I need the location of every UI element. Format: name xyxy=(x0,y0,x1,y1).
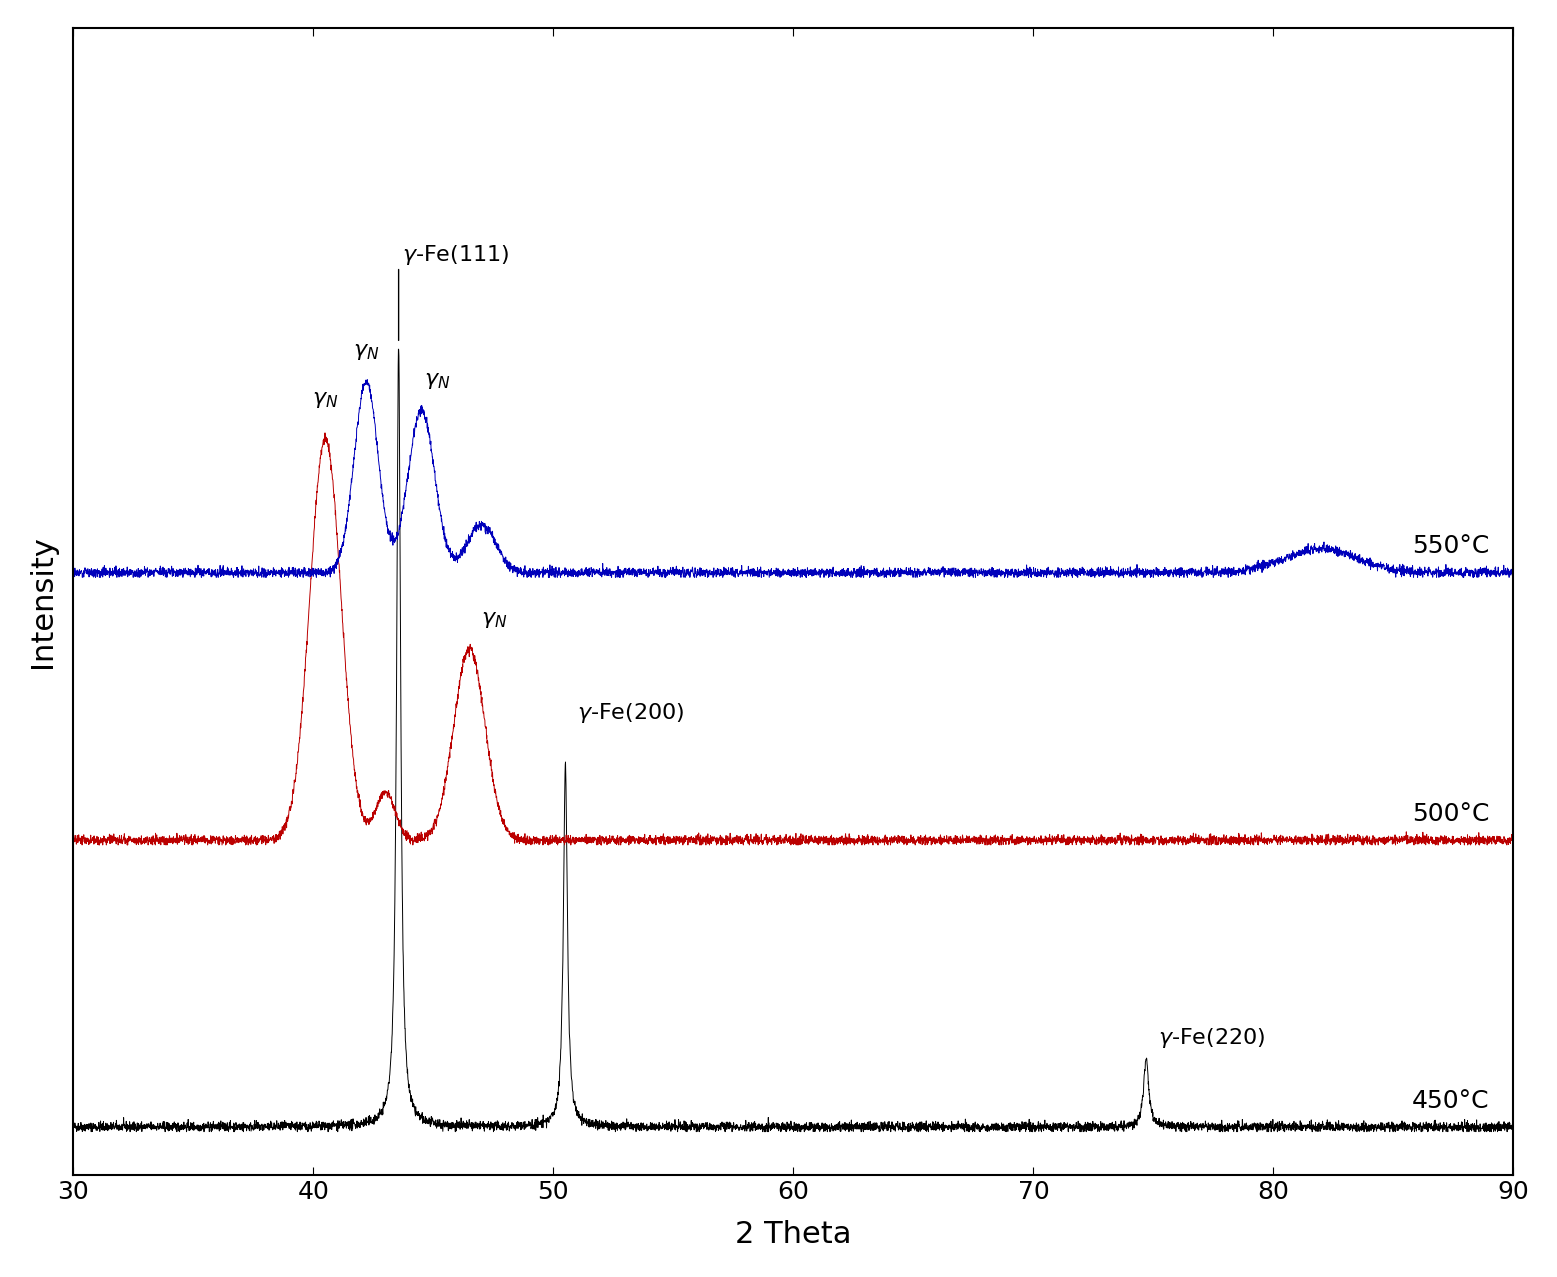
Text: $\gamma$-Fe(111): $\gamma$-Fe(111) xyxy=(402,243,509,267)
Text: 450°C: 450°C xyxy=(1412,1088,1490,1112)
Y-axis label: Intensity: Intensity xyxy=(28,535,56,668)
Text: 500°C: 500°C xyxy=(1412,802,1490,826)
Text: $\gamma_N$: $\gamma_N$ xyxy=(481,610,508,630)
Text: $\gamma_N$: $\gamma_N$ xyxy=(424,370,450,391)
Text: $\gamma_N$: $\gamma_N$ xyxy=(353,342,380,363)
Text: $\gamma_N$: $\gamma_N$ xyxy=(313,389,338,410)
X-axis label: 2 Theta: 2 Theta xyxy=(735,1221,852,1249)
Text: 550°C: 550°C xyxy=(1412,534,1490,558)
Text: $\gamma$-Fe(220): $\gamma$-Fe(220) xyxy=(1158,1027,1266,1051)
Text: $\gamma$-Fe(200): $\gamma$-Fe(200) xyxy=(578,701,685,725)
